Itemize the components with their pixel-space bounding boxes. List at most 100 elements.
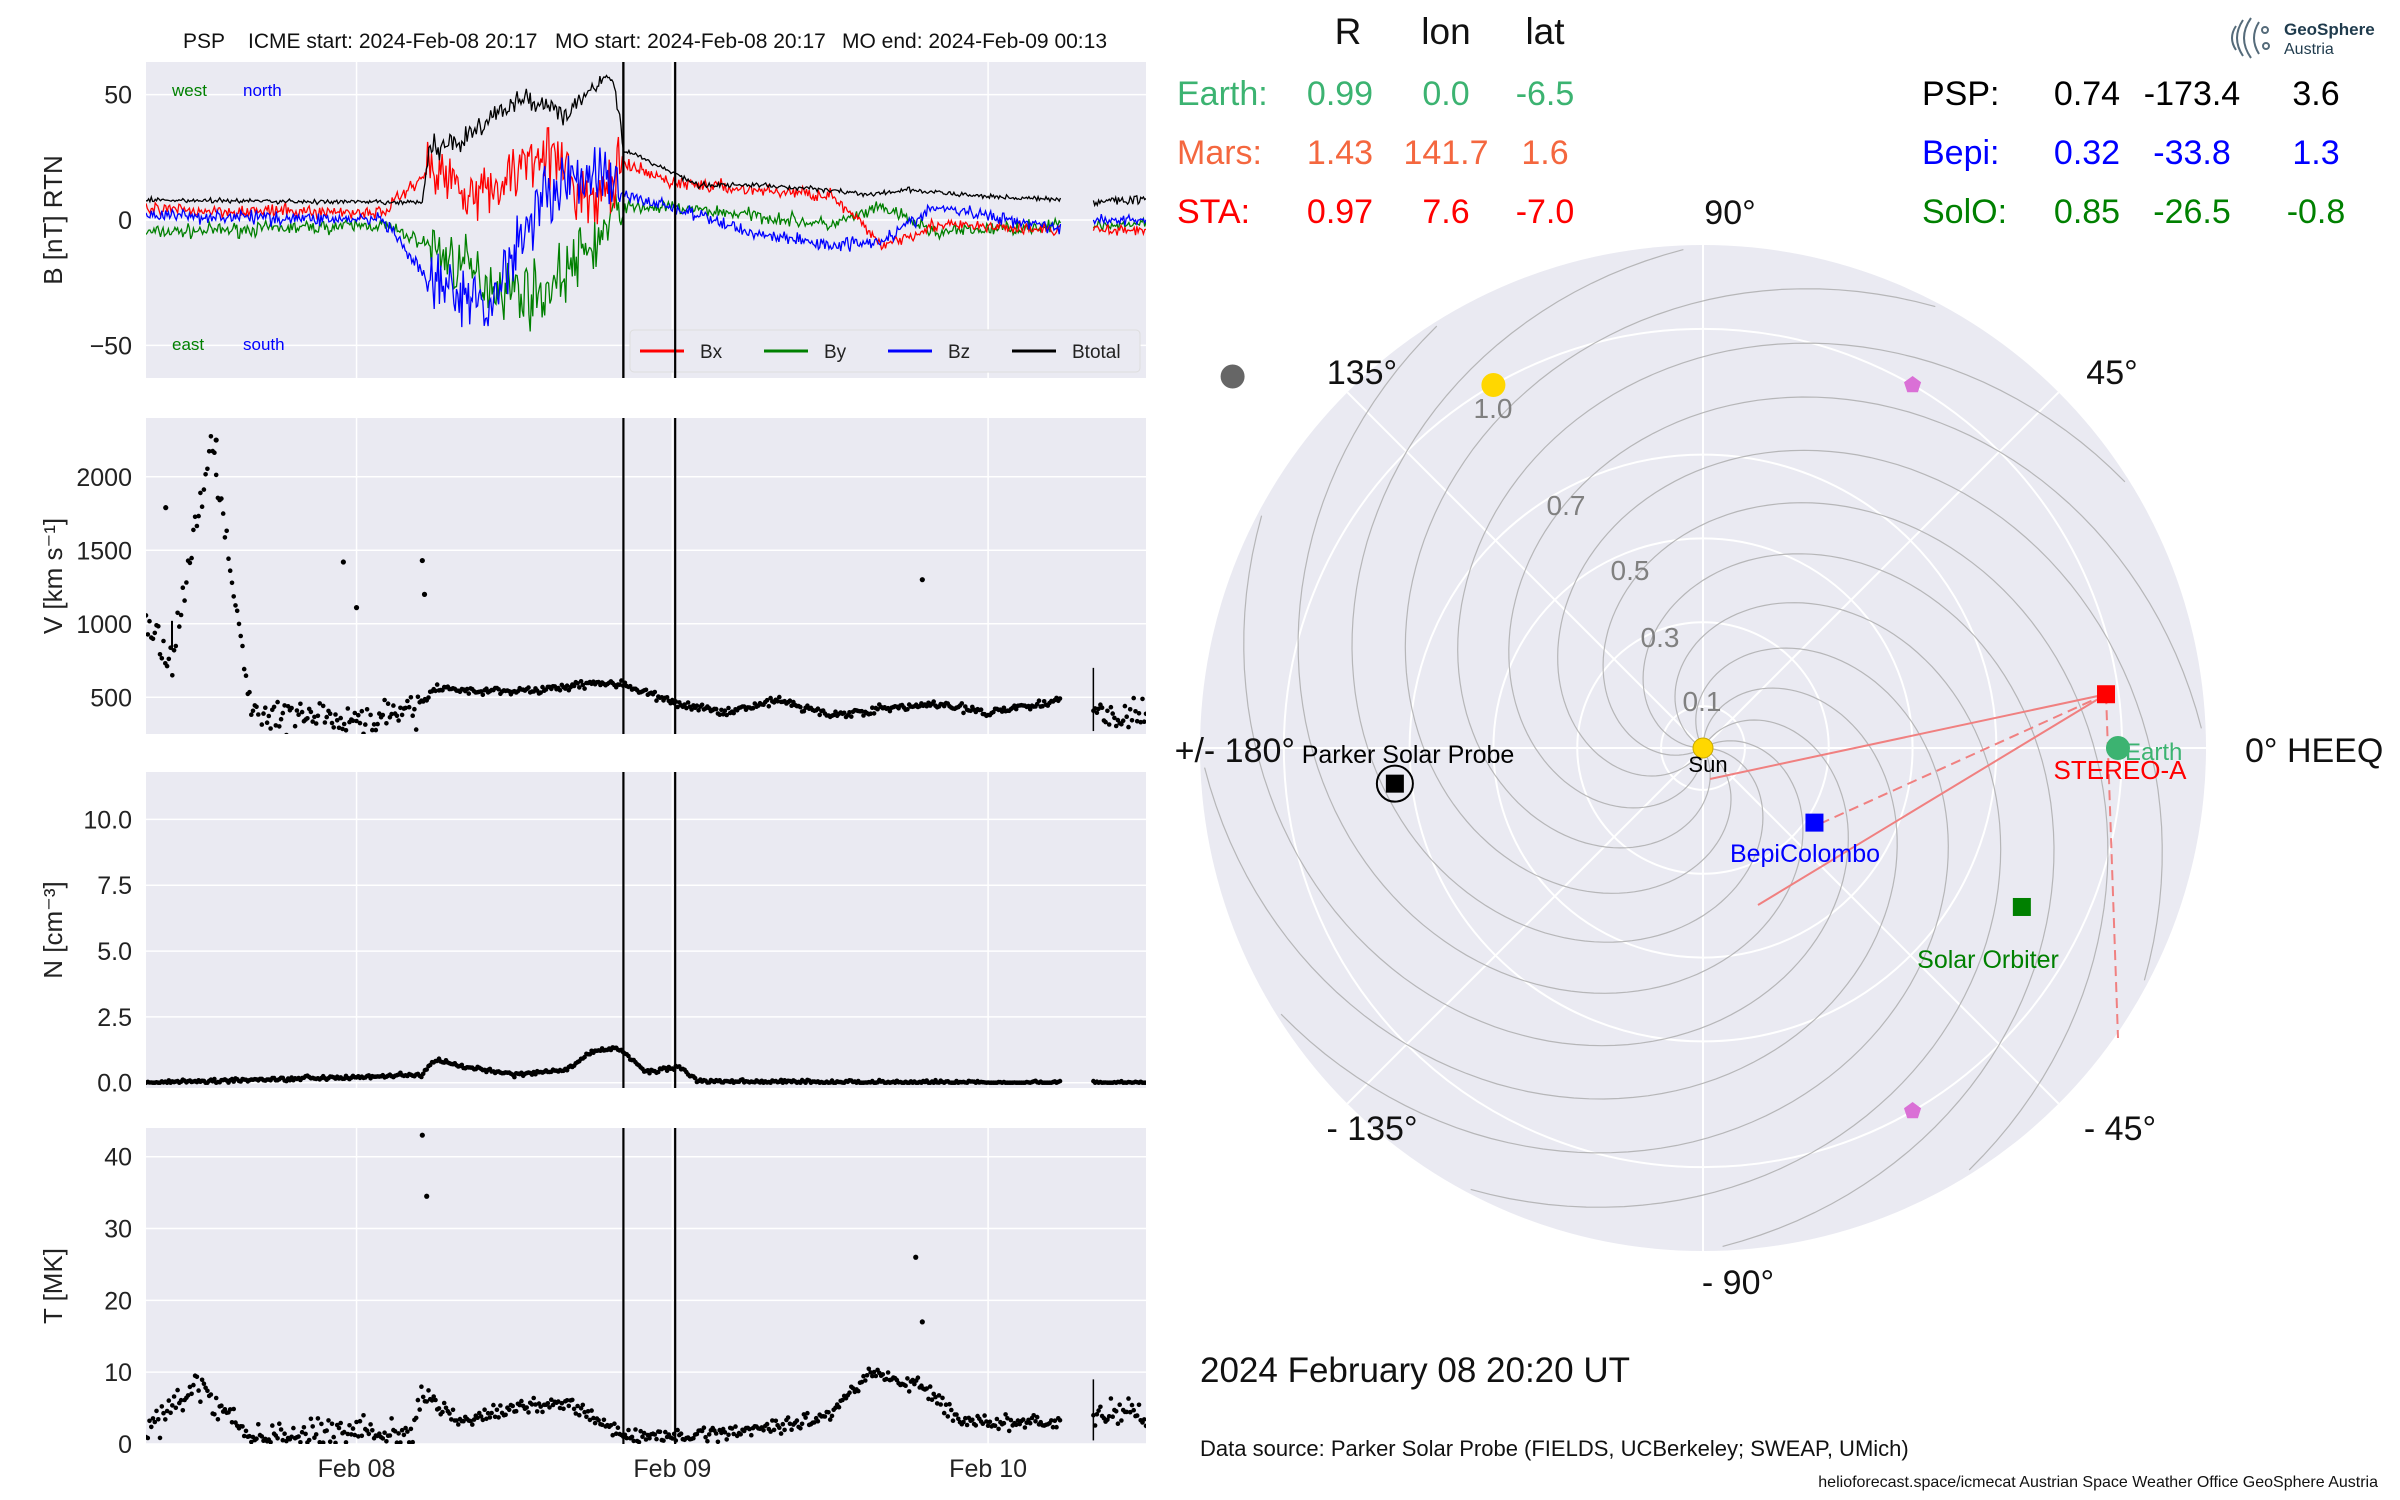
scatter-point (654, 1436, 659, 1442)
header-spacecraft: PSP (183, 30, 225, 53)
y-tick-label: 5.0 (97, 938, 132, 966)
scatter-point (701, 1425, 707, 1430)
scatter-point (159, 656, 165, 661)
scatter-point (798, 1426, 803, 1431)
sta-solid-line (1757, 693, 2107, 906)
scatter-point (1138, 719, 1143, 725)
scatter-point (1136, 1402, 1142, 1408)
scatter-point (533, 1402, 538, 1407)
outlier-point (421, 591, 428, 597)
scatter-point (870, 1373, 875, 1379)
scatter-point (247, 689, 252, 695)
scatter-point (512, 1074, 517, 1080)
scatter-point (696, 708, 701, 713)
table-row-lon: -33.8 (2153, 134, 2231, 172)
scatter-point (329, 720, 335, 726)
scatter-point (1041, 699, 1047, 704)
outlier-point (919, 577, 925, 583)
scatter-point (938, 1402, 943, 1407)
logo-line1: GeoSphere (2284, 20, 2375, 39)
scatter-point (156, 1417, 161, 1422)
scatter-point (577, 1412, 582, 1418)
scatter-point (564, 1398, 570, 1403)
scatter-point (196, 513, 201, 519)
scatter-point (722, 1430, 728, 1435)
scatter-point (1134, 718, 1140, 724)
scatter-point (871, 1369, 877, 1375)
point-label: Sun (1688, 752, 1727, 777)
scatter-point (405, 1429, 410, 1434)
scatter-point (815, 706, 821, 711)
scatter-point (341, 721, 347, 727)
scatter-point (324, 1428, 330, 1433)
scatter-point (789, 703, 794, 708)
scatter-point (171, 1394, 177, 1399)
y-tick-label: 30 (104, 1216, 132, 1244)
scatter-point (815, 1419, 821, 1424)
scatter-point (191, 1382, 196, 1388)
data-layer (146, 74, 1146, 332)
scatter-point (464, 686, 470, 692)
scatter-point (382, 1430, 387, 1435)
scatter-point (273, 723, 279, 728)
scatter-point (292, 723, 298, 729)
scatter-point (764, 697, 770, 703)
table-row-lon: 7.6 (1422, 193, 1469, 231)
scatter-point (212, 1412, 217, 1417)
scatter-point (208, 1392, 214, 1397)
scatter-point (1040, 703, 1045, 709)
scatter-point (157, 1435, 163, 1441)
psp-ring (1375, 764, 1414, 803)
scatter-point (315, 1416, 321, 1421)
scatter-point (1124, 714, 1129, 719)
logo-swirl-icon (2231, 17, 2270, 59)
table-row-lon: -173.4 (2144, 75, 2240, 113)
scatter-point (319, 739, 324, 744)
scatter-point (315, 713, 321, 719)
scatter-point (236, 621, 242, 627)
scatter-point (368, 712, 373, 718)
scatter-point (761, 1428, 766, 1433)
scatter-point (868, 1370, 873, 1375)
scatter-point (1052, 1418, 1058, 1423)
parker-spirals (1204, 249, 2202, 1247)
scatter-point (406, 1440, 412, 1444)
data-layer (146, 1045, 1146, 1085)
point-label: Earth (2125, 739, 2182, 766)
scatter-point (189, 555, 194, 561)
scatter-point (341, 1429, 347, 1435)
scatter-point (470, 1422, 475, 1427)
radial-tick-label: 0.5 (1611, 555, 1650, 586)
scatter-point (313, 1432, 319, 1437)
scatter-point (749, 1432, 754, 1438)
scatter-point (1054, 1424, 1059, 1430)
table-column-header: lat (1525, 11, 1565, 52)
scatter-point (454, 1418, 459, 1423)
scatter-point (987, 1419, 993, 1425)
scatter-point (426, 695, 431, 700)
point-6 (1220, 364, 1245, 389)
scatter-point (777, 694, 782, 700)
scatter-point (1005, 1416, 1010, 1421)
scatter-point (678, 1431, 684, 1436)
scatter-point (571, 683, 577, 689)
scatter-point (873, 1373, 879, 1379)
scatter-point (284, 732, 289, 734)
point-label: Parker Solar Probe (1302, 741, 1515, 769)
scatter-point (1099, 705, 1105, 710)
scatter-point (398, 1440, 403, 1444)
panel-2: 0.0 2.5 5.0 7.5 10.0 N [cm⁻³] (38, 772, 1146, 1098)
scatter-point (1117, 1402, 1122, 1407)
angle-label: 45° (2086, 354, 2137, 392)
scatter-point (201, 487, 207, 492)
scatter-point (349, 1432, 354, 1437)
scatter-point (529, 1402, 535, 1407)
panel-0: −50 0 50 B [nT] RTN west north east south Bx By Bz… (38, 62, 1146, 378)
scatter-point (150, 1416, 156, 1421)
scatter-point (278, 716, 284, 722)
scatter-point (343, 728, 349, 733)
scatter-point (415, 1397, 421, 1403)
scatter-point (968, 708, 973, 714)
parker-spiral-line (1280, 647, 1949, 1154)
scatter-point (585, 1409, 591, 1414)
